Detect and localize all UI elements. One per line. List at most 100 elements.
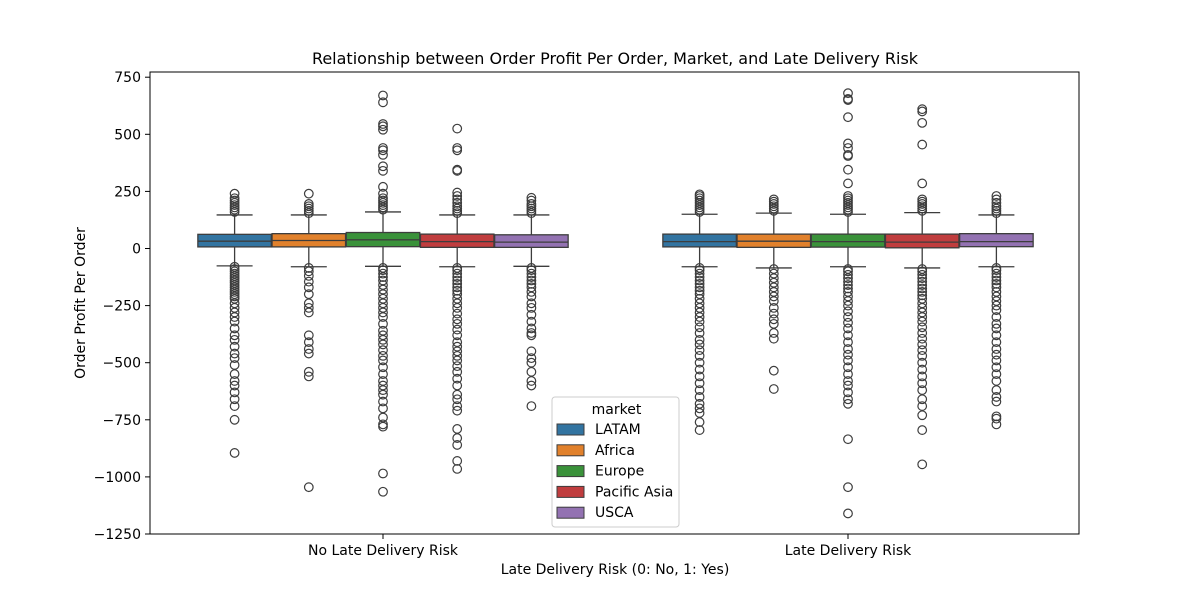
axes: 750 500 250 0 −250 −500 −750 −1000 −1250 No Late … <box>94 70 913 559</box>
outlier-point <box>378 350 388 361</box>
legend-swatch <box>556 444 585 457</box>
outlier-point <box>991 312 1002 322</box>
box-body <box>419 233 495 249</box>
box-africa-1 <box>736 194 812 394</box>
outlier-point <box>303 199 314 209</box>
outlier-point <box>843 508 853 519</box>
outlier-point <box>917 378 928 389</box>
outlier-point <box>694 189 705 200</box>
outlier-point <box>303 282 314 293</box>
outlier-point <box>452 366 463 377</box>
outlier-point <box>229 348 240 359</box>
y-tick-label: 250 <box>114 184 141 200</box>
outlier-point <box>526 302 537 313</box>
outlier-point <box>452 201 463 212</box>
outlier-point <box>843 283 853 294</box>
outlier-point <box>991 191 1002 201</box>
outlier-point <box>917 312 928 322</box>
outlier-point <box>917 459 928 470</box>
outlier-point <box>843 300 853 311</box>
chart-title: Relationship between Order Profit Per Or… <box>312 49 919 68</box>
outlier-point <box>917 394 928 405</box>
outlier-point <box>768 308 779 319</box>
y-tick-label: −1250 <box>94 527 141 543</box>
outlier-point <box>991 275 1002 286</box>
outlier-point <box>768 194 779 205</box>
outlier-point <box>378 339 388 350</box>
outlier-point <box>917 286 928 297</box>
outlier-point <box>229 401 240 411</box>
outlier-point <box>452 440 463 450</box>
outlier-point <box>917 339 928 350</box>
outlier-point <box>917 371 928 382</box>
outlier-point <box>526 192 537 203</box>
outlier-point <box>452 424 463 434</box>
outlier-point <box>378 165 388 176</box>
outlier-point <box>843 266 853 277</box>
outlier-point <box>991 194 1002 205</box>
outlier-point <box>768 302 779 313</box>
outlier-point <box>378 345 388 356</box>
legend-entry: Africa <box>595 443 635 459</box>
outlier-point <box>917 410 928 421</box>
outlier-point <box>843 380 853 391</box>
y-tick-label: −750 <box>103 413 141 429</box>
outlier-point <box>452 456 463 466</box>
outlier-point <box>526 309 537 320</box>
legend-swatch <box>556 506 585 519</box>
outlier-point <box>694 275 705 286</box>
legend-swatch <box>556 465 585 478</box>
outlier-point <box>694 334 705 345</box>
outlier-point <box>694 272 705 282</box>
outlier-point <box>452 361 463 372</box>
outlier-point <box>843 88 853 99</box>
outlier-point <box>694 385 705 396</box>
legend-swatch <box>556 485 585 498</box>
y-tick-label: −250 <box>103 299 141 315</box>
outlier-point <box>452 302 463 313</box>
outlier-point <box>452 265 463 276</box>
outlier-point <box>917 104 928 115</box>
outlier-point <box>991 419 1002 430</box>
outlier-point <box>768 296 779 306</box>
outlier-point <box>917 345 928 356</box>
outlier-point <box>694 285 705 296</box>
outlier-point <box>694 403 705 414</box>
legend-entry: LATAM <box>595 422 641 438</box>
outlier-point <box>229 188 240 199</box>
outlier-point <box>452 401 463 411</box>
outlier-point <box>991 305 1002 316</box>
box-latam-0 <box>197 188 273 458</box>
outlier-point <box>452 298 463 309</box>
outlier-point <box>843 138 853 149</box>
box-europe-0 <box>345 90 421 497</box>
outlier-point <box>229 448 240 458</box>
outlier-point <box>452 268 463 279</box>
box-body <box>810 233 886 248</box>
outlier-point <box>694 378 705 389</box>
outlier-point <box>378 362 388 373</box>
outlier-point <box>303 348 314 359</box>
outlier-point <box>843 362 853 373</box>
outlier-point <box>917 117 928 128</box>
outlier-point <box>843 296 853 306</box>
outlier-point <box>694 339 705 350</box>
outlier-point <box>843 149 853 160</box>
outlier-point <box>526 346 537 357</box>
outlier-point <box>694 282 705 293</box>
outlier-point <box>229 341 240 352</box>
y-axis-label: Order Profit Per Order <box>73 227 89 379</box>
outlier-point <box>229 334 240 345</box>
outlier-point <box>378 318 388 329</box>
outlier-point <box>452 433 463 443</box>
outlier-point <box>917 425 928 435</box>
outlier-point <box>917 139 928 150</box>
outlier-point <box>378 312 388 322</box>
outlier-point <box>694 279 705 289</box>
outlier-point <box>526 279 537 289</box>
outlier-point <box>843 273 853 284</box>
outlier-point <box>991 413 1002 424</box>
outlier-point <box>917 364 928 375</box>
outlier-point <box>694 316 705 327</box>
outlier-point <box>843 337 853 348</box>
